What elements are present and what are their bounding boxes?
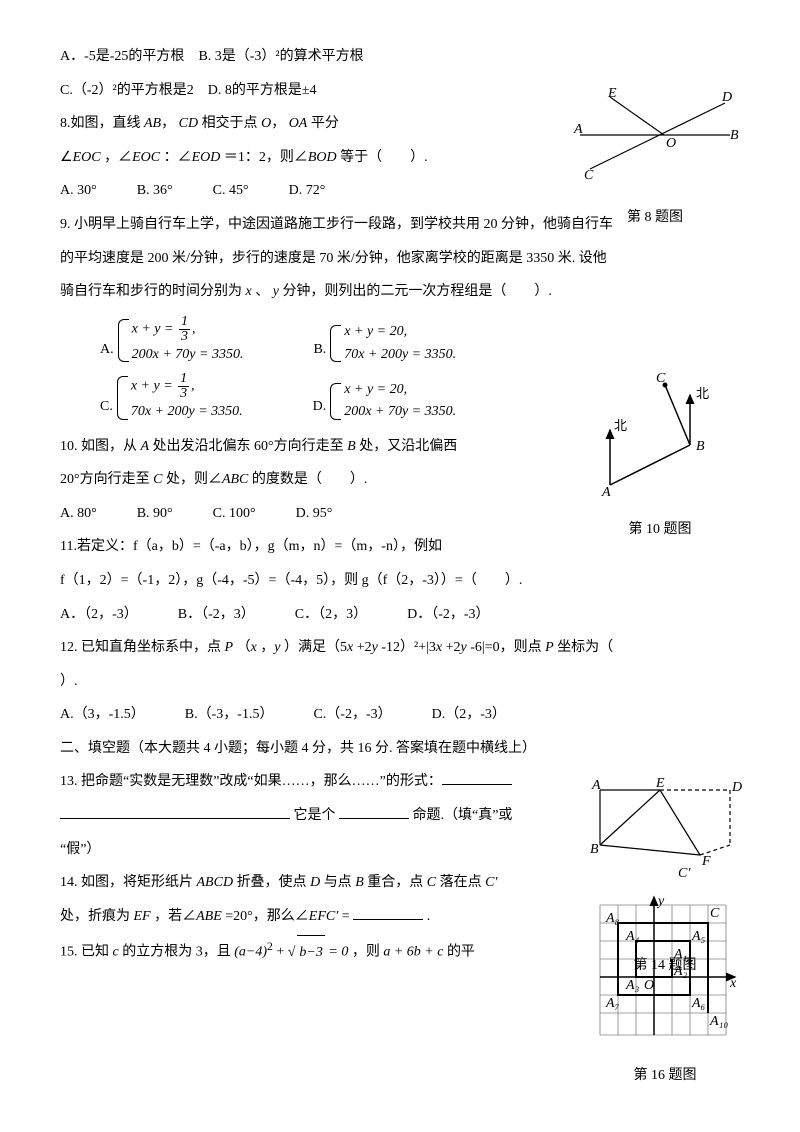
q12-l2: ）.: [60, 665, 740, 699]
svg-text:A₆: A₆: [691, 996, 706, 1011]
q7-line1: A．-5是-25的平方根 B. 3是（-3）²的算术平方根: [60, 40, 740, 74]
q13-l1: 13. 把命题“实数是无理数”改成“如果……，那么……”的形式：: [60, 765, 740, 799]
q12-optB: B.（-3，-1.5）: [185, 698, 274, 732]
sec2-heading: 二、填空题（本大题共 4 小题；每小题 4 分，共 16 分. 答案填在题中横线…: [60, 732, 740, 766]
q8-line1: 8.如图，直线 AB， CD 相交于点 O， OA 平分: [60, 107, 740, 141]
q7-optC: C.（-2）²的平方根是2: [60, 83, 194, 98]
q10-optA: A. 80°: [60, 497, 97, 531]
q12-optD: D.（2，-3）: [432, 698, 506, 732]
sqrt-icon: [288, 945, 296, 960]
q16-caption: 第 16 题图: [590, 1059, 740, 1093]
q14-blank: [353, 905, 423, 920]
q11-optC: C．（2，3）: [295, 598, 367, 632]
q9-l3: 骑自行车和步行的时间分别为 x 、 y 分钟，则列出的二元一次方程组是（ ）.: [60, 275, 740, 309]
q8-options: A. 30° B. 36° C. 45° D. 72°: [60, 174, 740, 208]
q12-optC: C.（-2，-3）: [313, 698, 391, 732]
q7-optB: B. 3是（-3）²的算术平方根: [198, 49, 363, 64]
svg-text:A₃: A₃: [625, 978, 640, 993]
svg-text:C: C: [656, 371, 666, 386]
svg-text:北: 北: [696, 386, 709, 401]
q12-optA: A.（3，-1.5）: [60, 698, 145, 732]
q9-eqD: D. x + y = 20, 200x + 70y = 3350.: [313, 379, 456, 424]
q13-blank3: [339, 804, 409, 819]
q11-options: A．（2，-3） B．（-2，3） C．（2，3） D．（-2，-3）: [60, 598, 740, 632]
q10-optC: C. 100°: [213, 497, 256, 531]
svg-text:O: O: [644, 978, 654, 993]
q10-l2: 20°方向行走至 C 处，则∠ABC 的度数是（ ）.: [60, 463, 740, 497]
q10-optB: B. 90°: [137, 497, 173, 531]
q8-optA: A. 30°: [60, 174, 97, 208]
q9-eqA: A. x + y = 13, 200x + 70y = 3350.: [100, 315, 243, 366]
q7-optA: A．-5是-25的平方根: [60, 49, 184, 64]
q8-optB: B. 36°: [137, 174, 173, 208]
svg-text:x: x: [729, 976, 737, 991]
svg-text:E: E: [607, 86, 617, 101]
q13-l2: 它是个 命题.（填“真”或: [60, 799, 740, 833]
q13-l3: “假”）: [60, 833, 740, 867]
svg-text:A₁₀: A₁₀: [709, 1014, 728, 1029]
q12-l1: 12. 已知直角坐标系中，点 P （x ，y ）满足（5x +2y -12）²+…: [60, 631, 740, 665]
q14-l2: 处，折痕为 EF ，若∠ABE =20°，那么∠EFC′ = .: [60, 900, 740, 934]
q10-options: A. 80° B. 90° C. 100° D. 95°: [60, 497, 740, 531]
q7-optD: D. 8的平方根是±4: [208, 83, 317, 98]
q15-l1: 15. 已知 c 的立方根为 3，且 (a−4)2 + b−3 = 0 ，则 a…: [60, 933, 740, 969]
q9-eqC: C. x + y = 13, 70x + 200y = 3350.: [100, 372, 243, 423]
q11-optA: A．（2，-3）: [60, 598, 138, 632]
q11-l2: f（1，2）=（-1，2），g（-4，-5）=（-4，5），则 g（f（2，-3…: [60, 564, 740, 598]
q10-optD: D. 95°: [296, 497, 333, 531]
q11-optD: D．（-2，-3）: [407, 598, 489, 632]
q14-l1: 14. 如图，将矩形纸片 ABCD 折叠，使点 D 与点 B 重合，点 C 落在…: [60, 866, 740, 900]
svg-text:A₇: A₇: [605, 996, 620, 1011]
q10-l1: 10. 如图，从 A 处出发沿北偏东 60°方向行走至 B 处，又沿北偏西: [60, 430, 740, 464]
q13-blank1: [442, 770, 512, 785]
q11-optB: B．（-2，3）: [178, 598, 255, 632]
q8-optD: D. 72°: [289, 174, 326, 208]
q12-options: A.（3，-1.5） B.（-3，-1.5） C.（-2，-3） D.（2，-3…: [60, 698, 740, 732]
q9-eqB: B. x + y = 20, 70x + 200y = 3350.: [313, 321, 456, 366]
q11-l1: 11.若定义：f（a，b）=（-a，b），g（m，n）=（m，-n），例如: [60, 530, 740, 564]
q13-blank2: [60, 804, 290, 819]
svg-text:D: D: [721, 90, 732, 105]
q8-optC: C. 45°: [213, 174, 249, 208]
q9-l1: 9. 小明早上骑自行车上学，中途因道路施工步行一段路，到学校共用 20 分钟，他…: [60, 208, 740, 242]
q9-l2: 的平均速度是 200 米/分钟，步行的速度是 70 米/分钟，他家离学校的距离是…: [60, 242, 740, 276]
q8-line2: ∠EOC ，∠EOC ：∠EOD ＝1：2，则∠BOD 等于（ ）.: [60, 141, 740, 175]
q9-row1: A. x + y = 13, 200x + 70y = 3350. B. x +…: [60, 315, 740, 366]
